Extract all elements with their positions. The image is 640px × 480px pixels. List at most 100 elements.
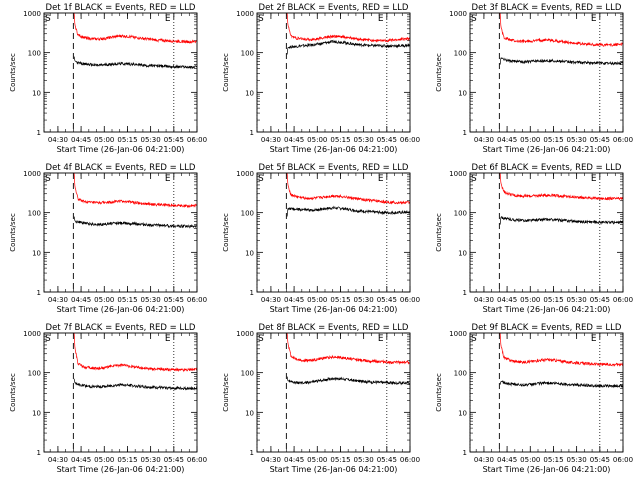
- y-axis-label: Counts/sec: [435, 53, 443, 92]
- end-marker-label: E: [165, 174, 171, 184]
- panel-6: Det 6f BLACK = Events, RED = LLD Counts/s…: [435, 163, 633, 314]
- panel-title: Det 8f BLACK = Events, RED = LLD: [259, 323, 409, 333]
- x-tick-label: 04:45: [284, 296, 304, 304]
- y-axis-label: Counts/sec: [9, 53, 17, 92]
- panel-title: Det 5f BLACK = Events, RED = LLD: [259, 163, 409, 173]
- y-tick-label: 1000: [236, 330, 254, 338]
- y-tick-label: 1000: [236, 10, 254, 18]
- x-tick-label: 06:00: [613, 136, 633, 144]
- x-tick-label: 05:00: [520, 136, 540, 144]
- start-marker-label: S: [258, 174, 264, 184]
- x-tick-label: 06:00: [187, 296, 207, 304]
- end-marker-label: E: [591, 334, 597, 344]
- x-tick-label: 05:45: [164, 456, 184, 464]
- y-tick-label: 1000: [449, 330, 467, 338]
- x-tick-label: 04:45: [497, 456, 517, 464]
- x-tick-label: 05:30: [141, 136, 161, 144]
- x-tick-label: 05:45: [164, 296, 184, 304]
- y-tick-label: 1000: [236, 170, 254, 178]
- y-tick-label: 10: [32, 89, 41, 97]
- x-tick-label: 04:45: [71, 456, 91, 464]
- x-tick-label: 05:15: [117, 296, 137, 304]
- y-tick-label: 10: [32, 409, 41, 417]
- panel-title: Det 6f BLACK = Events, RED = LLD: [472, 163, 622, 173]
- x-tick-label: 04:30: [261, 456, 281, 464]
- x-tick-label: 06:00: [613, 296, 633, 304]
- x-tick-label: 04:30: [474, 136, 494, 144]
- events-series-line: [499, 216, 623, 225]
- x-tick-label: 05:00: [520, 456, 540, 464]
- x-tick-label: 05:15: [543, 136, 563, 144]
- y-tick-label: 100: [241, 210, 254, 218]
- start-marker-label: S: [45, 334, 51, 344]
- end-marker-label: E: [378, 334, 384, 344]
- x-axis-label: Start Time (26-Jan-06 04:21:00): [270, 465, 398, 474]
- x-tick-label: 06:00: [613, 456, 633, 464]
- panel-title: Det 7f BLACK = Events, RED = LLD: [46, 323, 196, 333]
- x-tick-label: 06:00: [187, 456, 207, 464]
- y-tick-label: 1: [37, 129, 41, 137]
- x-tick-label: 04:30: [261, 296, 281, 304]
- panel-1: Det 1f BLACK = Events, RED = LLD Counts/s…: [9, 3, 207, 154]
- x-tick-label: 04:45: [284, 136, 304, 144]
- y-tick-label: 100: [241, 370, 254, 378]
- events-series-line: [73, 56, 197, 70]
- events-series-line: [286, 39, 410, 55]
- lld-series-line: [73, 173, 197, 209]
- x-tick-label: 06:00: [400, 456, 420, 464]
- x-tick-label: 04:45: [71, 296, 91, 304]
- x-axis-label: Start Time (26-Jan-06 04:21:00): [483, 305, 611, 314]
- x-tick-label: 04:30: [474, 296, 494, 304]
- y-tick-label: 10: [245, 249, 254, 257]
- y-tick-label: 1000: [449, 10, 467, 18]
- lld-series-line: [286, 173, 410, 205]
- x-axis-label: Start Time (26-Jan-06 04:21:00): [270, 305, 398, 314]
- x-tick-label: 05:00: [307, 136, 327, 144]
- panel-title: Det 9f BLACK = Events, RED = LLD: [472, 323, 622, 333]
- x-tick-label: 05:00: [520, 296, 540, 304]
- x-tick-label: 05:45: [164, 136, 184, 144]
- x-axis-label: Start Time (26-Jan-06 04:21:00): [483, 465, 611, 474]
- y-axis-label: Counts/sec: [435, 213, 443, 252]
- x-tick-label: 05:15: [330, 456, 350, 464]
- lld-series-line: [499, 333, 623, 367]
- y-tick-label: 1: [37, 289, 41, 297]
- y-tick-label: 1: [250, 129, 254, 137]
- end-marker-label: E: [165, 14, 171, 24]
- panel-2: Det 2f BLACK = Events, RED = LLD Counts/s…: [222, 3, 420, 154]
- x-tick-label: 05:00: [94, 456, 114, 464]
- x-tick-label: 06:00: [187, 136, 207, 144]
- y-axis-label: Counts/sec: [222, 53, 230, 92]
- plot-frame: [256, 332, 411, 453]
- x-tick-label: 04:30: [48, 136, 68, 144]
- x-tick-label: 05:15: [543, 296, 563, 304]
- y-tick-label: 100: [28, 50, 41, 58]
- y-tick-label: 10: [458, 249, 467, 257]
- start-marker-label: S: [258, 334, 264, 344]
- panel-8: Det 8f BLACK = Events, RED = LLD Counts/s…: [222, 323, 420, 474]
- y-tick-label: 100: [454, 50, 467, 58]
- x-tick-label: 04:30: [48, 296, 68, 304]
- events-series-line: [73, 378, 197, 391]
- x-tick-label: 04:45: [284, 456, 304, 464]
- x-tick-label: 05:00: [94, 136, 114, 144]
- x-axis-label: Start Time (26-Jan-06 04:21:00): [483, 145, 611, 154]
- y-tick-label: 1: [250, 289, 254, 297]
- x-tick-label: 04:45: [497, 296, 517, 304]
- y-tick-label: 100: [454, 210, 467, 218]
- x-axis-label: Start Time (26-Jan-06 04:21:00): [270, 145, 398, 154]
- end-marker-label: E: [378, 174, 384, 184]
- x-tick-label: 05:15: [117, 456, 137, 464]
- plot-frame: [256, 12, 411, 133]
- plot-frame: [256, 172, 411, 293]
- panel-7: Det 7f BLACK = Events, RED = LLD Counts/s…: [9, 323, 207, 474]
- y-axis-label: Counts/sec: [435, 373, 443, 412]
- y-tick-label: 10: [458, 89, 467, 97]
- panel-5: Det 5f BLACK = Events, RED = LLD Counts/s…: [222, 163, 420, 314]
- end-marker-label: E: [165, 334, 171, 344]
- y-tick-label: 1000: [449, 170, 467, 178]
- x-tick-label: 05:30: [567, 296, 587, 304]
- plot-frame: [469, 332, 624, 453]
- y-tick-label: 10: [245, 89, 254, 97]
